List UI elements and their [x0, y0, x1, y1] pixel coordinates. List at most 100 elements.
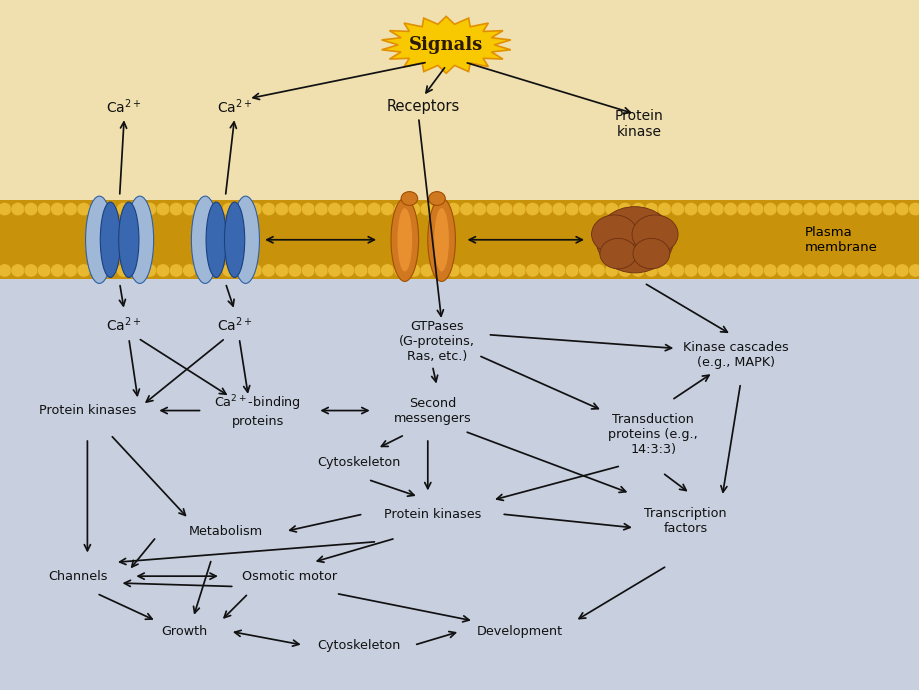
- Ellipse shape: [525, 264, 539, 277]
- Ellipse shape: [485, 202, 499, 216]
- Ellipse shape: [512, 264, 526, 277]
- Ellipse shape: [275, 264, 289, 277]
- Ellipse shape: [605, 264, 618, 277]
- Text: Signals: Signals: [409, 36, 482, 54]
- Ellipse shape: [100, 202, 120, 277]
- Ellipse shape: [103, 264, 117, 277]
- Ellipse shape: [842, 202, 856, 216]
- Text: Development: Development: [476, 625, 562, 638]
- Ellipse shape: [130, 264, 143, 277]
- Ellipse shape: [406, 264, 420, 277]
- Ellipse shape: [393, 264, 407, 277]
- Ellipse shape: [196, 264, 210, 277]
- Ellipse shape: [196, 202, 210, 216]
- Ellipse shape: [644, 264, 658, 277]
- Text: Second
messengers: Second messengers: [393, 397, 471, 424]
- Ellipse shape: [393, 202, 407, 216]
- Ellipse shape: [354, 264, 368, 277]
- Ellipse shape: [367, 264, 380, 277]
- Ellipse shape: [709, 264, 723, 277]
- Ellipse shape: [472, 202, 486, 216]
- Ellipse shape: [736, 202, 750, 216]
- Ellipse shape: [618, 202, 631, 216]
- Ellipse shape: [117, 202, 130, 216]
- Ellipse shape: [327, 264, 341, 277]
- Ellipse shape: [512, 202, 526, 216]
- Ellipse shape: [341, 264, 355, 277]
- Ellipse shape: [815, 202, 829, 216]
- Ellipse shape: [776, 202, 789, 216]
- Text: Protein kinases: Protein kinases: [39, 404, 136, 417]
- Ellipse shape: [433, 202, 447, 216]
- Ellipse shape: [182, 264, 196, 277]
- Ellipse shape: [815, 264, 829, 277]
- Ellipse shape: [63, 264, 77, 277]
- Ellipse shape: [881, 202, 895, 216]
- Ellipse shape: [391, 198, 418, 282]
- Ellipse shape: [460, 264, 473, 277]
- Ellipse shape: [354, 202, 368, 216]
- Ellipse shape: [126, 196, 153, 284]
- Ellipse shape: [191, 196, 219, 284]
- Ellipse shape: [736, 264, 750, 277]
- Ellipse shape: [657, 264, 671, 277]
- Ellipse shape: [599, 238, 636, 269]
- Ellipse shape: [499, 202, 513, 216]
- Ellipse shape: [301, 202, 314, 216]
- Ellipse shape: [380, 202, 394, 216]
- Ellipse shape: [142, 202, 156, 216]
- Ellipse shape: [564, 264, 578, 277]
- Bar: [0, 200, 919, 279]
- Ellipse shape: [341, 202, 355, 216]
- Text: Osmotic motor: Osmotic motor: [242, 570, 337, 582]
- Ellipse shape: [828, 264, 842, 277]
- Ellipse shape: [776, 264, 789, 277]
- Ellipse shape: [591, 264, 605, 277]
- Ellipse shape: [578, 202, 592, 216]
- Ellipse shape: [749, 264, 763, 277]
- Ellipse shape: [539, 264, 552, 277]
- Ellipse shape: [868, 264, 881, 277]
- Ellipse shape: [446, 202, 460, 216]
- Ellipse shape: [38, 202, 51, 216]
- Ellipse shape: [0, 264, 11, 277]
- Ellipse shape: [433, 264, 447, 277]
- Ellipse shape: [434, 208, 448, 272]
- Ellipse shape: [401, 192, 417, 206]
- Ellipse shape: [142, 264, 156, 277]
- Ellipse shape: [11, 264, 25, 277]
- Ellipse shape: [90, 264, 104, 277]
- Ellipse shape: [618, 264, 631, 277]
- Ellipse shape: [591, 215, 637, 253]
- Text: Growth: Growth: [161, 625, 207, 638]
- Ellipse shape: [261, 264, 275, 277]
- Ellipse shape: [235, 264, 249, 277]
- Ellipse shape: [90, 202, 104, 216]
- Ellipse shape: [232, 196, 259, 284]
- Ellipse shape: [38, 264, 51, 277]
- Text: Cytoskeleton: Cytoskeleton: [317, 456, 400, 469]
- Text: Transcription
factors: Transcription factors: [643, 507, 726, 535]
- Ellipse shape: [235, 202, 249, 216]
- Ellipse shape: [868, 202, 881, 216]
- Ellipse shape: [221, 202, 235, 216]
- Ellipse shape: [427, 198, 455, 282]
- Ellipse shape: [314, 202, 328, 216]
- Ellipse shape: [828, 202, 842, 216]
- Ellipse shape: [314, 264, 328, 277]
- Text: Cytoskeleton: Cytoskeleton: [317, 639, 400, 651]
- Polygon shape: [381, 17, 510, 73]
- Ellipse shape: [24, 264, 38, 277]
- Text: Protein kinases: Protein kinases: [383, 508, 481, 520]
- Ellipse shape: [156, 202, 170, 216]
- Ellipse shape: [248, 264, 262, 277]
- Ellipse shape: [275, 202, 289, 216]
- Ellipse shape: [802, 264, 816, 277]
- Ellipse shape: [85, 196, 113, 284]
- Ellipse shape: [261, 202, 275, 216]
- Ellipse shape: [855, 264, 868, 277]
- Ellipse shape: [749, 202, 763, 216]
- Ellipse shape: [723, 202, 737, 216]
- Ellipse shape: [789, 202, 802, 216]
- Ellipse shape: [605, 202, 618, 216]
